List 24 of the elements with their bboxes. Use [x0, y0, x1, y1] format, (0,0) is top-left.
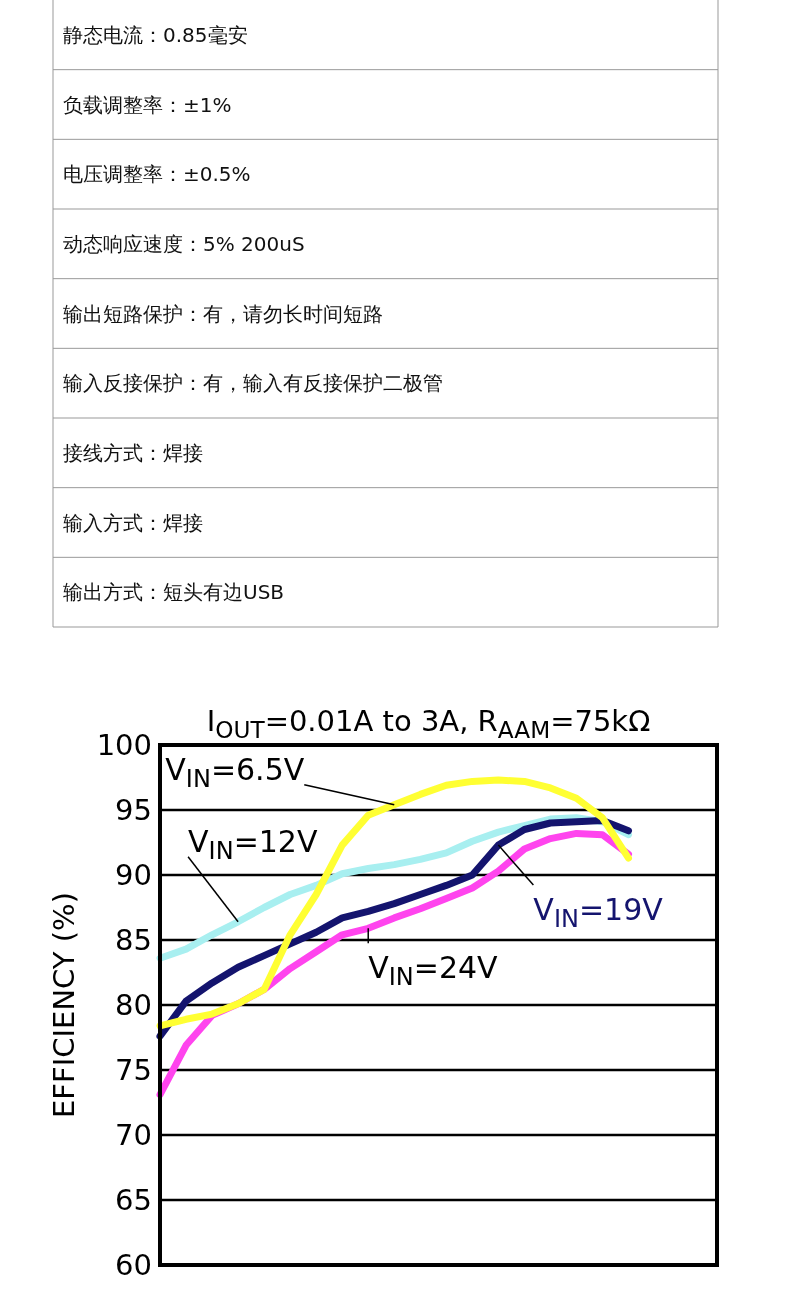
- series-label: V$_{IN}$=24V: [368, 950, 499, 992]
- text: 输入方式：焊接: [63, 510, 203, 535]
- y-tick-label: 95: [115, 793, 152, 827]
- y-tick-label: 90: [115, 858, 152, 892]
- y-tick-label: 75: [115, 1053, 152, 1087]
- text: 电压调整率：±0.5%: [63, 162, 251, 187]
- text: 接线方式：焊接: [63, 440, 203, 465]
- y-tick-label: 80: [115, 988, 152, 1022]
- text: 动态响应速度：5% 200uS: [63, 231, 305, 256]
- text: 输入反接保护：有，输入有反接保护二极管: [63, 371, 443, 396]
- text: 输出短路保护：有，请勿长时间短路: [63, 301, 383, 326]
- text: V$_{IN}$=6.5V: [165, 751, 305, 793]
- series-label: V$_{IN}$=12V: [188, 823, 318, 865]
- text: 静态电流：0.85毫安: [63, 22, 248, 47]
- y-tick-label: 60: [115, 1248, 152, 1282]
- text: 输出方式：短头有边USB: [63, 580, 285, 605]
- y-tick-label: 70: [115, 1118, 152, 1152]
- y-tick-label: 100: [96, 728, 152, 762]
- y-tick-label: 65: [115, 1183, 152, 1217]
- chart-title: I$_{OUT}$=0.01A to 3A, R$_{AAM}$=75kΩ: [206, 704, 651, 743]
- y-tick-label: 85: [115, 923, 152, 957]
- y-axis-title: EFFICIENCY (%): [47, 892, 81, 1118]
- text: 负载调整率：±1%: [63, 92, 232, 117]
- series-label: V$_{IN}$=19V: [533, 892, 664, 934]
